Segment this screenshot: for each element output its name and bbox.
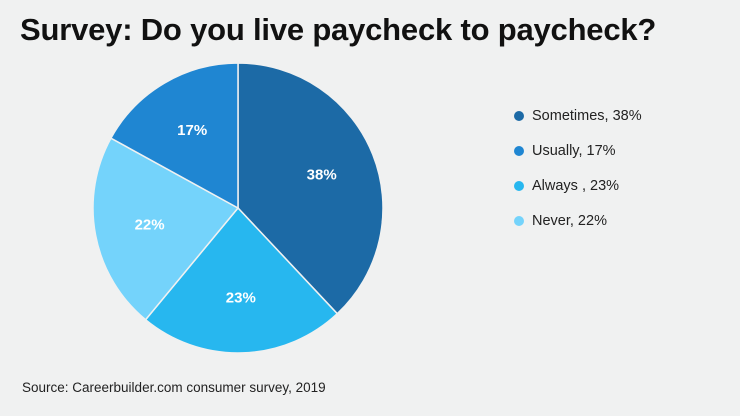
legend-item-always: Always , 23% <box>514 174 642 197</box>
legend-label: Sometimes, 38% <box>532 107 642 124</box>
legend-label: Usually, 17% <box>532 142 616 159</box>
legend-item-usually: Usually, 17% <box>514 139 642 162</box>
slice-label-never: 22% <box>135 216 165 233</box>
pie-slice-labels: 38% 23% 22% 17% <box>135 122 337 306</box>
slice-label-always: 23% <box>226 289 256 306</box>
legend-swatch-icon <box>514 215 524 226</box>
pie-slice-sometimes <box>237 62 384 315</box>
legend-swatch-icon <box>514 110 524 121</box>
slice-label-sometimes: 38% <box>307 166 337 183</box>
legend-item-sometimes: Sometimes, 38% <box>514 104 642 127</box>
legend-item-never: Never, 22% <box>514 209 642 232</box>
slice-label-usually: 17% <box>177 122 207 139</box>
chart-title: Survey: Do you live paycheck to paycheck… <box>20 12 657 47</box>
pie-slice-usually <box>109 62 239 210</box>
pie-slice-always <box>144 206 339 354</box>
legend-swatch-icon <box>514 145 524 156</box>
legend: Sometimes, 38% Usually, 17% Always , 23% Ne… <box>514 104 642 244</box>
legend-label: Never, 22% <box>532 212 607 229</box>
source-note: Source: Careerbuilder.com consumer surve… <box>22 380 326 395</box>
legend-swatch-icon <box>514 180 524 191</box>
pie-slices <box>92 62 384 354</box>
pie-slice-never <box>92 137 240 321</box>
legend-label: Always , 23% <box>532 177 620 194</box>
